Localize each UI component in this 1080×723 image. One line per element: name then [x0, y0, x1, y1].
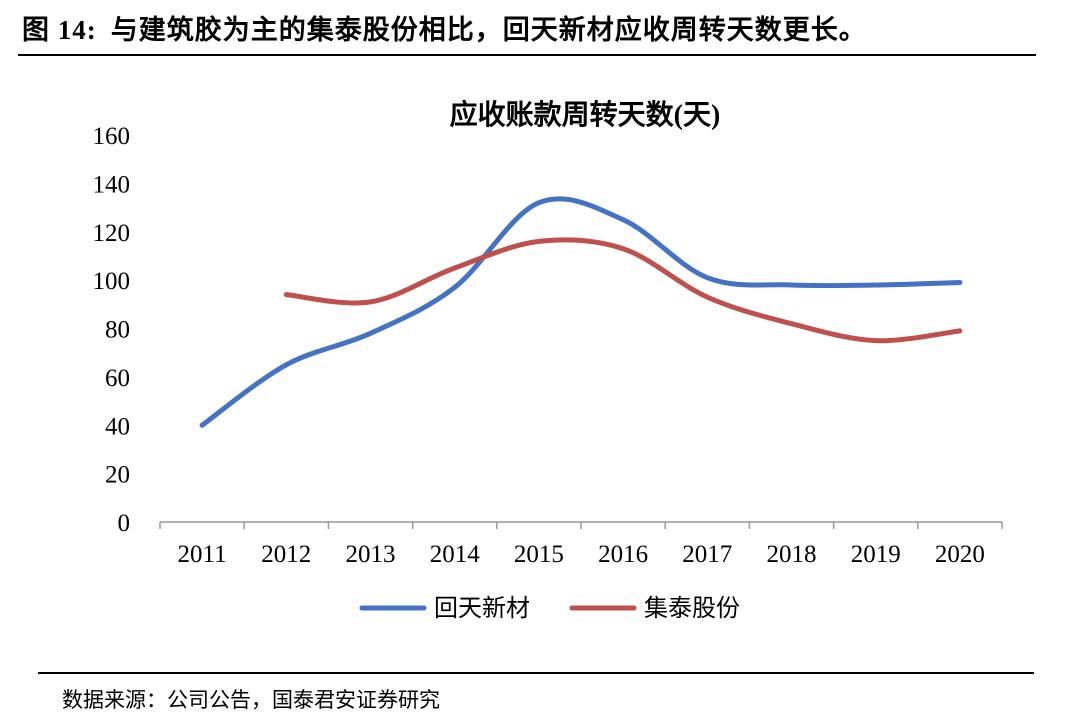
chart-title: 应收账款周转天数(天)	[450, 98, 721, 131]
y-tick-label: 40	[105, 413, 130, 440]
x-tick-label: 2011	[178, 541, 227, 568]
y-tick-label: 120	[93, 220, 131, 247]
y-tick-label: 60	[105, 365, 130, 392]
y-tick-label: 100	[93, 268, 131, 295]
x-tick-label: 2019	[851, 541, 901, 568]
x-tick-label: 2020	[935, 541, 985, 568]
y-tick-label: 0	[118, 510, 131, 537]
y-tick-label: 140	[93, 171, 131, 198]
source-note: 数据来源：公司公告，国泰君安证券研究	[62, 688, 440, 712]
series-line-1	[199, 196, 963, 428]
figure-title: 图 14: 与建筑胶为主的集泰股份相比，回天新材应收周转天数更长。	[22, 8, 867, 47]
chart-legend: 回天新材 集泰股份	[359, 595, 740, 622]
top-divider	[18, 54, 1036, 56]
x-tick-label: 2014	[430, 541, 481, 568]
figure-number: 图 14:	[22, 15, 97, 45]
x-tick-label: 2015	[514, 541, 564, 568]
legend-label-1: 回天新材	[434, 595, 530, 622]
chart: 应收账款周转天数(天) 2011 2012 2013 2014 2015 2016 2017…	[93, 98, 1003, 622]
legend-label-2: 集泰股份	[644, 595, 740, 622]
x-tick-label: 2018	[767, 541, 817, 568]
bottom-divider	[38, 672, 1034, 674]
chart-axes: 2011 2012 2013 2014 2015 2016 2017 2018 2019 2020…	[93, 123, 1003, 568]
x-tick-label: 2017	[682, 541, 732, 568]
series-line-2	[283, 237, 963, 344]
figure-caption: 与建筑胶为主的集泰股份相比，回天新材应收周转天数更长。	[110, 15, 867, 45]
x-tick-label: 2013	[346, 541, 396, 568]
y-tick-label: 160	[93, 123, 131, 150]
y-tick-label: 20	[105, 462, 130, 489]
chart-series	[199, 196, 963, 428]
y-tick-label: 80	[105, 317, 130, 344]
x-tick-label: 2016	[598, 541, 648, 568]
x-tick-label: 2012	[261, 541, 311, 568]
